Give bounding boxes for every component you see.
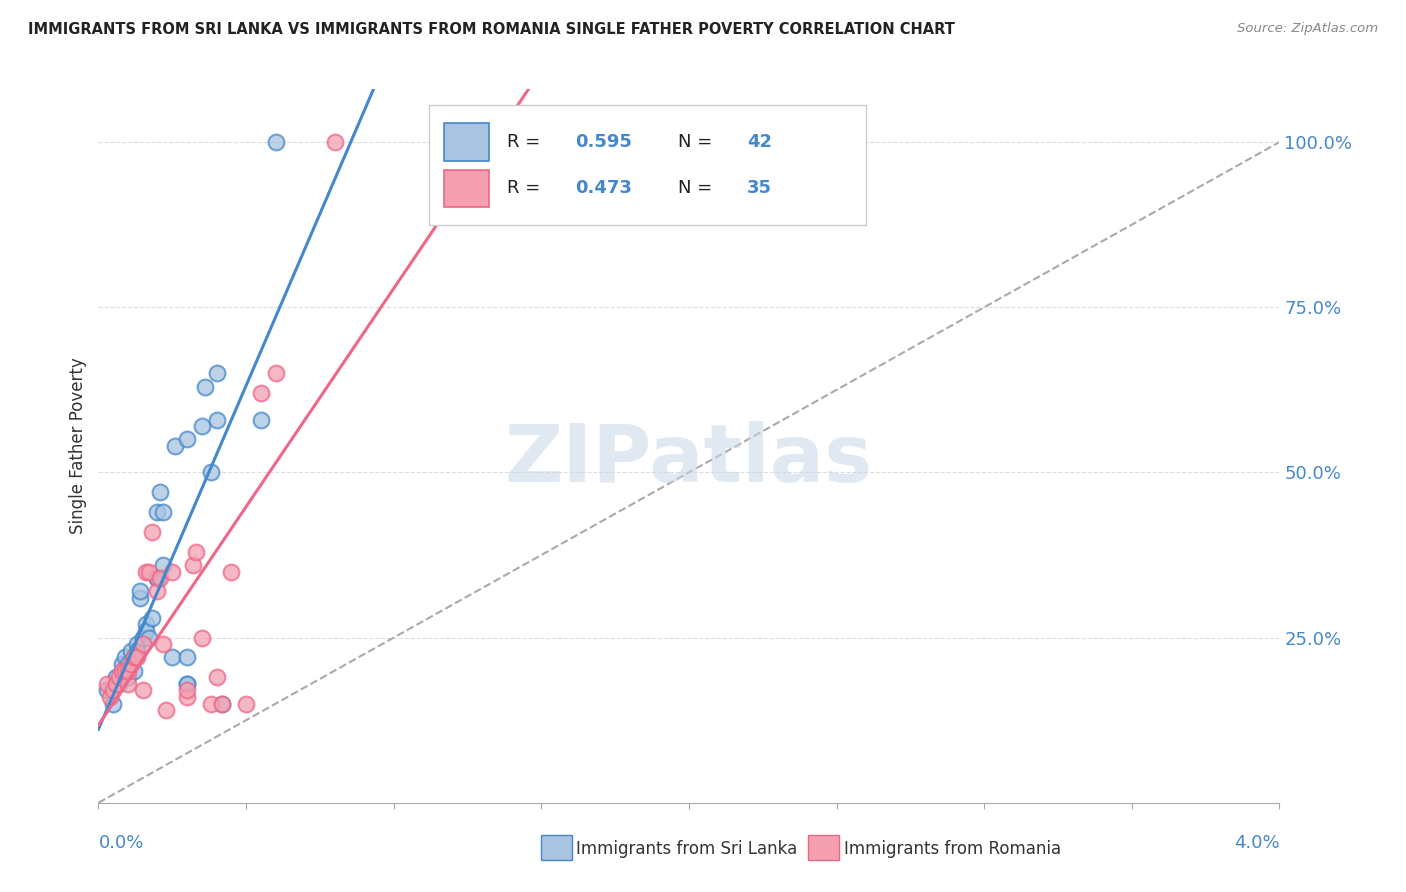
Point: [111, 664, 134, 678]
Point: [165, 439, 187, 453]
Point: [105, 670, 128, 684]
Point: [146, 571, 169, 585]
Point: [122, 664, 145, 678]
Text: 42: 42: [747, 133, 772, 151]
Point: [211, 697, 233, 711]
Point: [191, 419, 214, 434]
Point: [264, 367, 287, 381]
Point: [103, 683, 125, 698]
Text: 4.0%: 4.0%: [1234, 834, 1279, 852]
Text: ZIPatlas: ZIPatlas: [505, 421, 873, 500]
Point: [103, 697, 125, 711]
Point: [132, 631, 155, 645]
Point: [184, 545, 207, 559]
Text: R =: R =: [508, 179, 546, 197]
Point: [200, 697, 222, 711]
Point: [146, 584, 169, 599]
Point: [96, 677, 118, 691]
Point: [205, 367, 228, 381]
Point: [323, 135, 346, 149]
Point: [105, 677, 128, 691]
Point: [138, 565, 160, 579]
Point: [250, 412, 273, 426]
Point: [250, 386, 273, 401]
Point: [149, 485, 172, 500]
Text: N =: N =: [678, 133, 718, 151]
Point: [149, 571, 172, 585]
Point: [194, 379, 217, 393]
Point: [219, 565, 242, 579]
Point: [205, 670, 228, 684]
Point: [117, 670, 139, 684]
Point: [176, 677, 198, 691]
Point: [135, 624, 157, 638]
Point: [96, 683, 118, 698]
Point: [176, 433, 198, 447]
Point: [108, 677, 131, 691]
Text: 0.0%: 0.0%: [98, 834, 143, 852]
Point: [264, 135, 287, 149]
Point: [146, 571, 169, 585]
Point: [141, 524, 163, 539]
Point: [211, 697, 233, 711]
Point: [125, 650, 148, 665]
Point: [128, 584, 150, 599]
Bar: [444, 123, 489, 161]
Point: [141, 611, 163, 625]
Point: [176, 690, 198, 704]
Point: [152, 505, 174, 519]
Point: [191, 631, 214, 645]
Point: [135, 617, 157, 632]
Point: [108, 670, 131, 684]
Text: 0.595: 0.595: [575, 133, 633, 151]
Point: [162, 650, 183, 665]
Point: [125, 644, 148, 658]
Y-axis label: Single Father Poverty: Single Father Poverty: [69, 358, 87, 534]
Point: [122, 650, 145, 665]
Point: [98, 690, 121, 704]
Point: [132, 637, 155, 651]
Text: R =: R =: [508, 133, 546, 151]
Point: [152, 558, 174, 572]
Point: [117, 677, 139, 691]
Point: [117, 664, 139, 678]
Point: [135, 565, 157, 579]
Point: [132, 631, 155, 645]
Point: [146, 505, 169, 519]
FancyBboxPatch shape: [429, 105, 866, 225]
Bar: [444, 169, 489, 207]
Point: [152, 637, 174, 651]
Text: Immigrants from Sri Lanka: Immigrants from Sri Lanka: [576, 840, 797, 858]
Point: [128, 591, 150, 605]
Text: 0.473: 0.473: [575, 179, 633, 197]
Point: [122, 650, 145, 665]
Point: [117, 657, 139, 671]
Point: [120, 644, 142, 658]
Point: [205, 412, 228, 426]
Text: Source: ZipAtlas.com: Source: ZipAtlas.com: [1237, 22, 1378, 36]
Point: [181, 558, 204, 572]
Point: [176, 677, 198, 691]
Point: [120, 657, 142, 671]
Point: [125, 637, 148, 651]
Point: [176, 650, 198, 665]
Point: [114, 664, 136, 678]
Point: [155, 703, 177, 717]
Point: [111, 664, 134, 678]
Text: N =: N =: [678, 179, 718, 197]
Point: [111, 657, 134, 671]
Text: 35: 35: [747, 179, 772, 197]
Point: [176, 683, 198, 698]
Text: Immigrants from Romania: Immigrants from Romania: [844, 840, 1060, 858]
Text: IMMIGRANTS FROM SRI LANKA VS IMMIGRANTS FROM ROMANIA SINGLE FATHER POVERTY CORRE: IMMIGRANTS FROM SRI LANKA VS IMMIGRANTS …: [28, 22, 955, 37]
Point: [132, 683, 155, 698]
Point: [200, 466, 222, 480]
Point: [138, 631, 160, 645]
Point: [114, 650, 136, 665]
Point: [235, 697, 257, 711]
Point: [162, 565, 183, 579]
